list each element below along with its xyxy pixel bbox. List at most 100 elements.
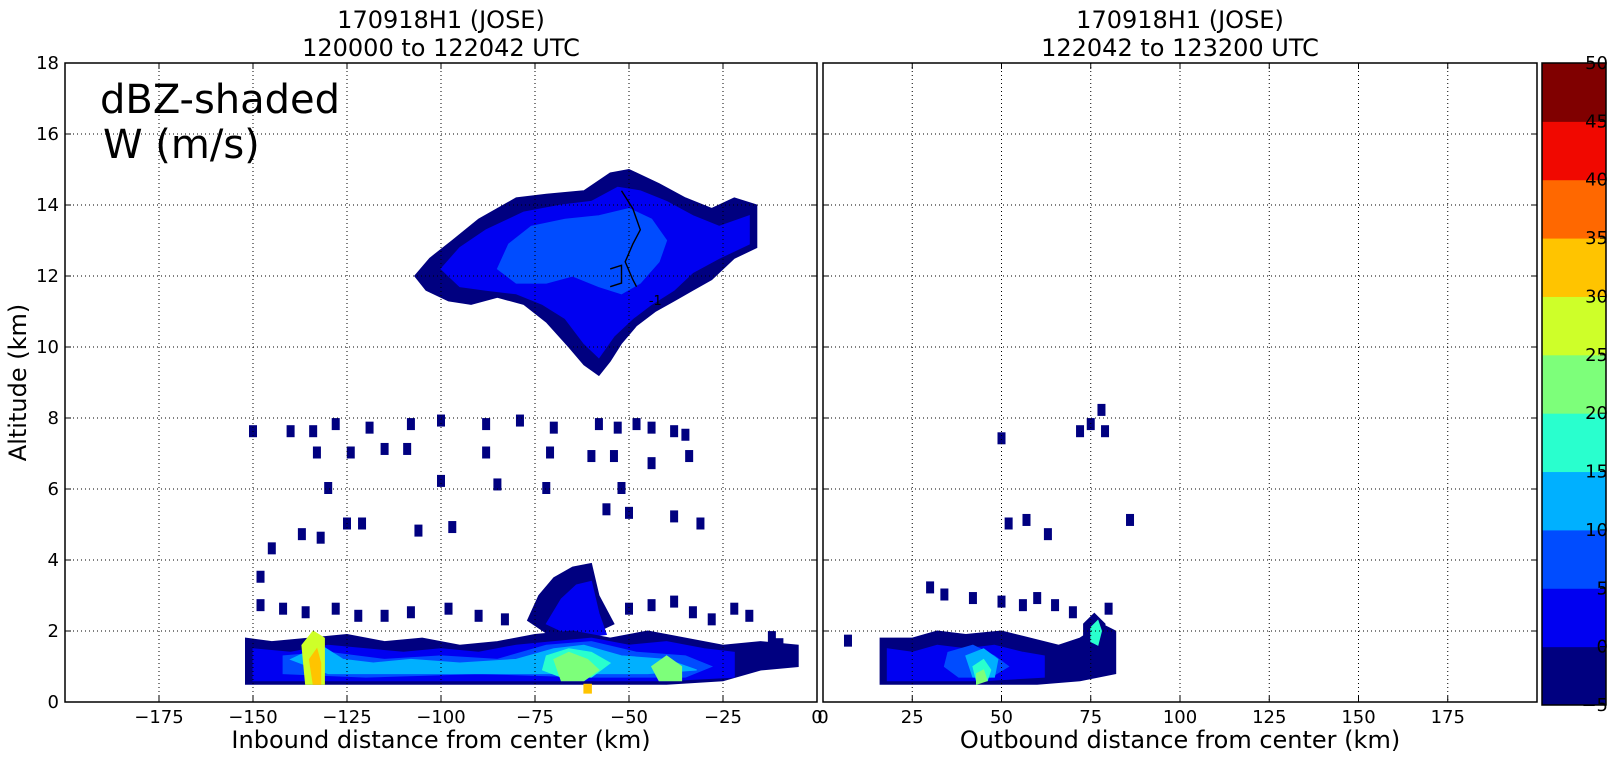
right-reflectivity-cell — [1104, 602, 1113, 615]
left-reflectivity-cell — [256, 570, 265, 583]
plot-annotation-line1: dBZ-shaded — [100, 77, 340, 123]
y-axis-label: Altitude (km) — [4, 304, 32, 461]
left-xtick-label: −25 — [704, 707, 742, 728]
colorbar-segment — [1542, 179, 1606, 239]
left-reflectivity-cell — [767, 631, 776, 644]
left-reflectivity-cell — [482, 418, 491, 431]
left-reflectivity-cell — [301, 606, 310, 619]
left-reflectivity-cell — [685, 450, 694, 463]
colorbar-segment — [1542, 646, 1606, 706]
left-reflectivity-cell — [500, 613, 509, 626]
w-contour-line — [620, 190, 642, 288]
colorbar-segment — [1542, 121, 1606, 181]
left-reflectivity-cell — [707, 613, 716, 626]
right-xtick-label: 75 — [1079, 707, 1102, 728]
left-reflectivity-cell — [647, 421, 656, 434]
right-reflectivity-cell — [1101, 425, 1110, 438]
right-xtick-label: 175 — [1431, 707, 1465, 728]
left-reflectivity-cell — [267, 542, 276, 555]
right-reflectivity-cell — [997, 432, 1006, 445]
right-reflectivity-cell — [1043, 528, 1052, 541]
left-reflectivity-cell — [688, 606, 697, 619]
colorbar-segment — [1542, 296, 1606, 356]
w-contour-label: -1 — [649, 294, 662, 309]
colorbar-segment — [1542, 529, 1606, 589]
left-reflectivity-cell — [670, 425, 679, 438]
colorbar-tick-label: 5 — [1597, 578, 1608, 599]
left-reflectivity-cell — [448, 521, 457, 534]
left-xtick-label: −100 — [416, 707, 465, 728]
right-xtick-label: 25 — [901, 707, 924, 728]
right-xtick-label: 100 — [1163, 707, 1197, 728]
left-reflectivity-cell — [625, 506, 633, 519]
left-reflectivity-cell — [474, 609, 483, 622]
left-reflectivity-cell — [437, 414, 445, 427]
left-reflectivity-cell — [406, 606, 415, 619]
right-title-line2: 122042 to 123200 UTC — [1041, 34, 1319, 62]
left-reflectivity-cell — [365, 421, 374, 434]
right-reflectivity-cell — [1033, 592, 1042, 605]
left-reflectivity-cell — [354, 609, 363, 622]
left-reflectivity-cell — [613, 421, 622, 434]
left-reflectivity-cell — [493, 478, 502, 491]
right-x-axis-label: Outbound distance from center (km) — [960, 726, 1400, 754]
left-reflectivity-cell — [670, 595, 679, 608]
colorbar-tick-label: 10 — [1585, 520, 1608, 541]
left-reflectivity-cell — [602, 503, 611, 516]
left-reflectivity-cell — [444, 602, 453, 615]
left-reflectivity-cell — [482, 446, 491, 459]
right-reflectivity-cell — [1126, 513, 1135, 526]
left-ytick-label: 14 — [36, 195, 59, 216]
left-reflectivity-cell — [609, 450, 618, 463]
left-reflectivity-cell — [730, 602, 739, 615]
left-reflectivity-cell — [331, 602, 340, 615]
left-reflectivity-region — [308, 647, 322, 685]
left-reflectivity-cell — [279, 602, 288, 615]
left-ytick-label: 8 — [48, 408, 59, 429]
left-reflectivity-cell — [256, 599, 265, 612]
colorbar-tick-label: 15 — [1585, 462, 1608, 483]
left-x-axis-label: Inbound distance from center (km) — [231, 726, 650, 754]
left-reflectivity-cell — [546, 446, 555, 459]
right-reflectivity-cell — [1051, 599, 1060, 612]
right-reflectivity-cell — [926, 581, 935, 594]
plot-annotation-line2: W (m/s) — [103, 122, 260, 168]
left-reflectivity-cell — [647, 457, 656, 470]
left-xtick-label: −125 — [322, 707, 371, 728]
left-ytick-label: 12 — [36, 266, 59, 287]
right-xtick-label: 0 — [817, 707, 828, 728]
left-ytick-label: 0 — [48, 692, 59, 713]
colorbar-frame — [1541, 62, 1607, 706]
left-ytick-label: 2 — [48, 621, 59, 642]
left-title-line2: 120000 to 122042 UTC — [302, 34, 580, 62]
left-reflectivity-region — [553, 651, 600, 682]
left-reflectivity-cell — [403, 442, 412, 455]
right-reflectivity-cell — [1022, 513, 1031, 526]
left-reflectivity-cell — [515, 414, 524, 427]
left-reflectivity-cell — [309, 425, 318, 438]
left-reflectivity-cell — [542, 482, 551, 494]
left-reflectivity-cell — [437, 474, 445, 487]
right-panel: 0 25 50 75 100 125 150 175 170918H1 (JOSE)122042… — [817, 6, 1538, 754]
right-plot-area — [843, 403, 1135, 685]
left-reflectivity-cell — [696, 517, 705, 530]
colorbar-segment — [1542, 471, 1606, 531]
left-reflectivity-cell — [414, 524, 423, 537]
left-reflectivity-cell — [316, 531, 325, 544]
left-reflectivity-cell — [380, 609, 389, 622]
left-ytick-label: 6 — [48, 479, 59, 500]
left-reflectivity-cell — [681, 428, 690, 441]
colorbar-segment — [1542, 588, 1606, 648]
colorbar-tick-label: 30 — [1585, 286, 1608, 307]
left-reflectivity-cell — [594, 418, 603, 431]
colorbar-tick-label: 40 — [1585, 170, 1608, 191]
right-title-line1: 170918H1 (JOSE) — [1076, 6, 1284, 34]
colorbar-tick-label: 45 — [1585, 111, 1608, 132]
right-reflectivity-cell — [1018, 599, 1027, 612]
left-reflectivity-cell — [331, 418, 340, 431]
w-contour-line — [609, 264, 623, 288]
right-xtick-label: 125 — [1252, 707, 1286, 728]
colorbar-tick-label: 25 — [1585, 345, 1608, 366]
right-reflectivity-cell — [843, 634, 852, 647]
